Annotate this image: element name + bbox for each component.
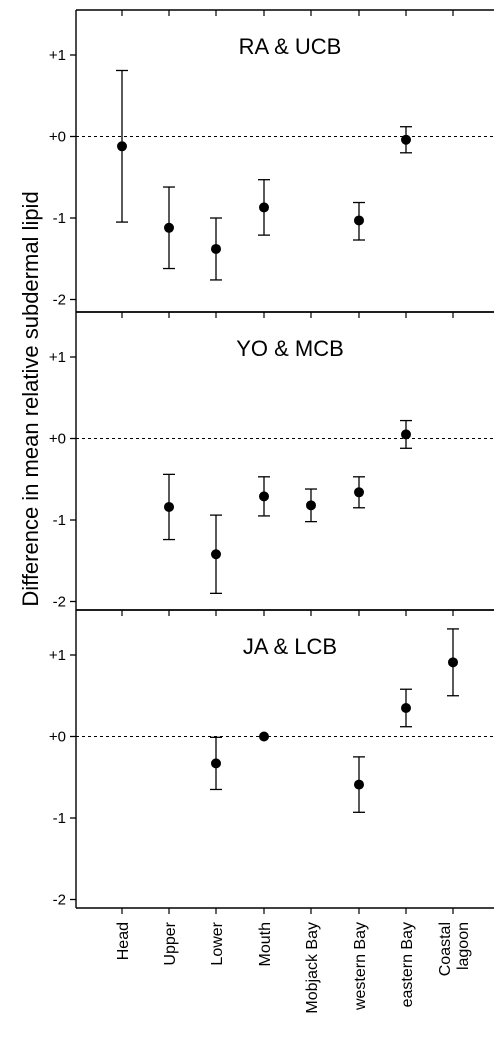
data-point	[259, 491, 269, 502]
y-tick-label: +0	[49, 129, 66, 146]
data-point	[401, 134, 411, 145]
panel-title: YO & MCB	[236, 336, 344, 361]
y-tick-label: +1	[49, 47, 66, 64]
data-point	[117, 141, 127, 152]
data-point	[259, 202, 269, 213]
panel-title: RA & UCB	[239, 34, 342, 59]
data-point	[164, 501, 174, 512]
data-point	[354, 487, 364, 498]
y-tick-label: -2	[53, 594, 66, 611]
y-tick-label: -1	[53, 210, 66, 227]
data-point	[401, 702, 411, 713]
y-tick-label: -1	[53, 512, 66, 529]
x-category-label: Mouth	[257, 922, 274, 966]
data-point	[354, 779, 364, 790]
x-category-label: Mobjack Bay	[304, 922, 321, 1014]
data-point	[354, 215, 364, 226]
x-category-label: western Bay	[352, 922, 369, 1011]
data-point	[164, 222, 174, 233]
x-category-label: eastern Bay	[399, 922, 416, 1007]
y-tick-label: +0	[49, 431, 66, 448]
panel-title: JA & LCB	[243, 634, 337, 659]
y-tick-label: -2	[53, 292, 66, 309]
x-category-label: Head	[115, 922, 132, 960]
data-point	[211, 243, 221, 254]
x-category-label: Coastal	[437, 922, 454, 976]
x-category-label: lagoon	[455, 922, 472, 970]
y-tick-label: +1	[49, 647, 66, 664]
data-point	[448, 657, 458, 668]
y-tick-label: +0	[49, 729, 66, 746]
y-tick-label: -1	[53, 810, 66, 827]
data-point	[211, 758, 221, 769]
y-tick-label: -2	[53, 892, 66, 909]
data-point	[211, 549, 221, 560]
x-category-label: Lower	[209, 921, 226, 965]
data-point	[401, 429, 411, 440]
data-point	[306, 500, 316, 511]
data-point	[259, 731, 269, 742]
y-axis-label: Difference in mean relative subdermal li…	[18, 191, 43, 606]
x-category-label: Upper	[162, 921, 179, 965]
y-tick-label: +1	[49, 349, 66, 366]
